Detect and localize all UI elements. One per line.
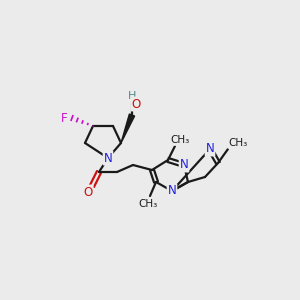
Text: CH₃: CH₃ xyxy=(138,199,158,209)
Text: N: N xyxy=(180,158,188,172)
Polygon shape xyxy=(121,114,135,143)
Text: F: F xyxy=(61,112,67,124)
Text: H: H xyxy=(128,91,136,101)
Text: N: N xyxy=(168,184,176,197)
Text: N: N xyxy=(206,142,214,155)
Text: N: N xyxy=(103,152,112,164)
Text: O: O xyxy=(83,185,93,199)
Text: O: O xyxy=(131,98,141,110)
Text: CH₃: CH₃ xyxy=(228,138,248,148)
Text: CH₃: CH₃ xyxy=(170,135,190,145)
